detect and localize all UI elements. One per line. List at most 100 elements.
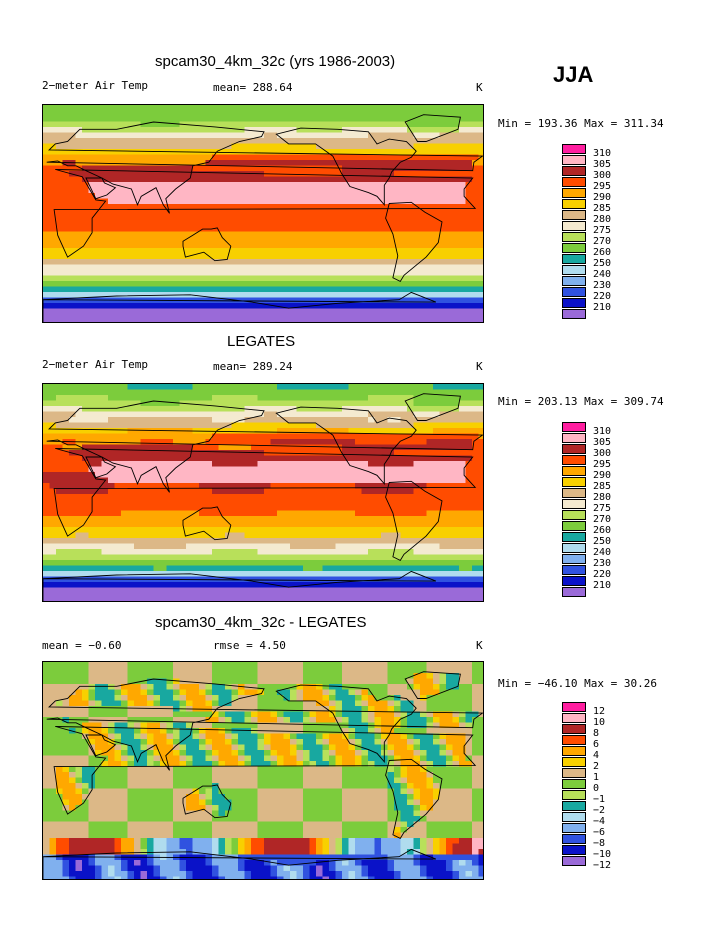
field-cell [452, 231, 460, 238]
field-cell [407, 422, 415, 429]
field-cell [342, 105, 350, 112]
field-cell [433, 105, 441, 112]
field-cell [348, 543, 356, 550]
field-cell [368, 187, 376, 194]
field-cell [140, 198, 148, 205]
field-cell [465, 384, 473, 391]
field-cell [147, 549, 155, 556]
field-cell [160, 143, 168, 150]
field-cell [101, 521, 109, 528]
field-cell [147, 193, 155, 200]
field-cell [108, 472, 116, 479]
field-cell [225, 428, 233, 435]
field-cell [101, 384, 109, 391]
field-cell [244, 422, 252, 429]
field-cell [134, 275, 142, 282]
field-cell [153, 303, 161, 310]
field-cell [296, 516, 304, 523]
field-cell [153, 532, 161, 539]
field-cell [244, 138, 252, 145]
field-cell [387, 237, 395, 244]
field-cell [121, 516, 129, 523]
field-cell [134, 220, 142, 227]
field-cell [277, 406, 285, 413]
field-cell [186, 226, 194, 233]
field-cell [342, 560, 350, 567]
field-cell [283, 220, 291, 227]
field-cell [426, 220, 434, 227]
field-cell [459, 220, 467, 227]
field-cell [43, 110, 51, 117]
field-cell [309, 270, 317, 277]
field-cell [238, 400, 246, 407]
field-cell [192, 204, 200, 211]
field-cell [329, 319, 337, 322]
field-cell [205, 303, 213, 310]
field-cell [43, 149, 51, 156]
field-cell [121, 477, 129, 484]
field-cell [121, 138, 129, 145]
field-cell [459, 516, 467, 523]
field-cell [303, 472, 311, 479]
field-cell [342, 220, 350, 227]
field-cell [199, 303, 207, 310]
field-cell [465, 275, 473, 282]
field-cell [264, 154, 272, 161]
field-cell [127, 253, 135, 260]
field-cell [43, 198, 51, 205]
field-cell [381, 132, 389, 139]
field-cell [296, 455, 304, 462]
field-cell [186, 171, 194, 178]
field-cell [218, 105, 226, 112]
field-cell [212, 499, 220, 506]
field-cell [433, 204, 441, 211]
field-cell [134, 286, 142, 293]
field-cell [160, 499, 168, 506]
field-cell [290, 472, 298, 479]
field-cell [212, 204, 220, 211]
field-cell [49, 450, 57, 457]
field-cell [413, 281, 421, 288]
field-cell [413, 121, 421, 128]
field-cell [472, 110, 480, 117]
field-cell [394, 138, 402, 145]
field-cell [387, 121, 395, 128]
field-cell [114, 422, 122, 429]
field-cell [108, 154, 116, 161]
field-cell [186, 209, 194, 216]
field-cell [134, 389, 142, 396]
field-cell [400, 455, 408, 462]
field-cell [166, 275, 174, 282]
field-cell [82, 220, 90, 227]
field-cell [400, 538, 408, 545]
field-cell [121, 132, 129, 139]
field-cell [361, 527, 369, 534]
field-cell [420, 549, 428, 556]
field-cell [153, 450, 161, 457]
field-cell [413, 165, 421, 172]
field-cell [277, 422, 285, 429]
field-cell [446, 132, 454, 139]
field-cell [277, 411, 285, 418]
field-cell [147, 149, 155, 156]
field-cell [108, 477, 116, 484]
field-cell [114, 483, 122, 490]
field-cell [472, 521, 480, 528]
field-cell [69, 472, 77, 479]
field-cell [394, 176, 402, 183]
field-cell [218, 308, 226, 315]
field-cell [75, 450, 83, 457]
field-cell [394, 193, 402, 200]
field-cell [465, 538, 473, 545]
field-cell [127, 543, 135, 550]
field-cell [400, 286, 408, 293]
field-cell [283, 143, 291, 150]
field-cell [75, 176, 83, 183]
field-cell [381, 226, 389, 233]
field-cell [205, 127, 213, 134]
field-cell [355, 433, 363, 440]
field-cell [95, 204, 103, 211]
field-cell [400, 527, 408, 534]
field-cell [465, 193, 473, 200]
field-cell [166, 488, 174, 495]
